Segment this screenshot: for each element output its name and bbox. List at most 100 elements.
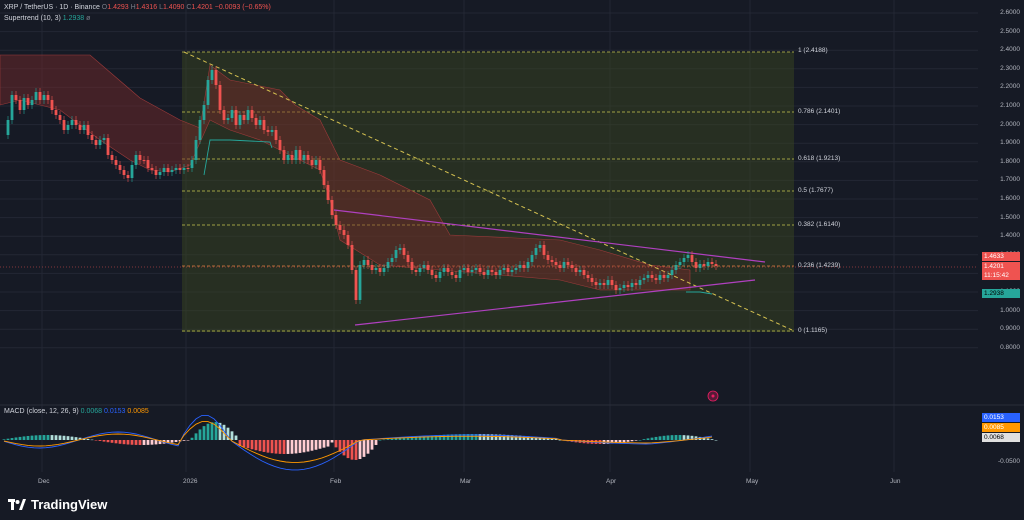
- candle-body: [42, 95, 46, 100]
- price-axis-tick: 0.9000: [1000, 325, 1020, 333]
- price-axis-tick: 2.0000: [1000, 120, 1020, 128]
- macd-histogram-bar: [534, 436, 538, 440]
- macd-histogram-bar: [22, 436, 26, 440]
- macd-histogram-bar: [242, 440, 246, 448]
- macd-histogram-bar: [174, 440, 178, 443]
- macd-histogram-bar: [666, 435, 670, 440]
- candle-body: [266, 130, 270, 132]
- supertrend-label[interactable]: Supertrend (10, 3): [4, 15, 61, 22]
- macd-histogram-bar: [474, 434, 478, 440]
- candle-body: [610, 280, 614, 285]
- macd-histogram-bar: [542, 437, 546, 440]
- macd-histogram-bar: [34, 435, 38, 440]
- macd-histogram-bar: [206, 423, 210, 440]
- macd-histogram-bar: [502, 434, 506, 440]
- macd-histogram-bar: [442, 434, 446, 440]
- candle-body: [142, 160, 146, 161]
- supertrend-legend[interactable]: Supertrend (10, 3) 1.2938 ø: [4, 15, 90, 22]
- candle-body: [226, 118, 230, 120]
- candle-body: [162, 168, 166, 172]
- macd-histogram-bar: [450, 434, 454, 440]
- macd-histogram-bar: [686, 435, 690, 440]
- macd-histogram-bar: [510, 435, 514, 440]
- macd-label[interactable]: MACD (close, 12, 26, 9): [4, 408, 79, 415]
- candle-body: [330, 200, 334, 215]
- macd-histogram-bar: [514, 435, 518, 440]
- alert-icon[interactable]: [707, 390, 719, 402]
- candle-body: [350, 245, 354, 270]
- candle-body: [678, 262, 682, 265]
- macd-histogram-bar: [374, 440, 378, 445]
- macd-histogram-bar: [614, 440, 618, 444]
- candle-body: [114, 160, 118, 165]
- symbol-title[interactable]: XRP / TetherUS · 1D · Binance: [4, 4, 100, 11]
- candle-body: [702, 264, 706, 266]
- candle-body: [238, 115, 242, 125]
- macd-histogram-bar: [294, 440, 298, 454]
- symbol-legend[interactable]: XRP / TetherUS · 1D · Binance O1.4293 H1…: [4, 4, 271, 11]
- candle-body: [318, 160, 322, 170]
- macd-histogram-bar: [538, 437, 542, 440]
- candle-body: [342, 230, 346, 235]
- candle-body: [586, 275, 590, 278]
- candle-body: [78, 125, 82, 130]
- candle-body: [154, 170, 158, 175]
- candle-body: [322, 170, 326, 185]
- last-price-badge: 1.4201: [982, 262, 1020, 271]
- macd-histogram-bar: [334, 440, 338, 448]
- macd-histogram-bar: [106, 440, 110, 443]
- price-axis-tick: 1.4000: [1000, 232, 1020, 240]
- supertrend-value: 1.2938: [62, 15, 85, 22]
- macd-histogram-bar: [414, 436, 418, 440]
- macd-histogram-bar: [254, 440, 258, 451]
- candle-body: [526, 262, 530, 268]
- candle-body: [602, 283, 606, 285]
- candle-body: [354, 270, 358, 300]
- candle-body: [294, 150, 298, 160]
- macd-histogram-bar: [182, 440, 186, 441]
- macd-histogram-bar: [138, 440, 142, 445]
- candle-body: [494, 272, 498, 275]
- macd-histogram-bar: [118, 440, 122, 444]
- fib-retracement-zone[interactable]: [182, 52, 794, 332]
- candle-body: [310, 160, 314, 165]
- candle-body: [82, 125, 86, 130]
- macd-histogram-bar: [166, 440, 170, 444]
- candle-body: [442, 268, 446, 272]
- macd-histogram-bar: [66, 436, 70, 440]
- candle-body: [138, 155, 142, 160]
- macd-histogram-bar: [126, 440, 130, 445]
- macd-histogram-bar: [218, 422, 222, 440]
- high-label: H: [130, 4, 136, 11]
- candle-body: [386, 262, 390, 268]
- macd-histogram-bar: [354, 440, 358, 460]
- macd-histogram-bar: [142, 440, 146, 445]
- candle-body: [274, 130, 278, 140]
- macd-histogram-bar: [410, 436, 414, 440]
- macd-histogram-bar: [230, 431, 234, 440]
- macd-histogram-bar: [550, 438, 554, 440]
- macd-legend[interactable]: MACD (close, 12, 26, 9) 0.0068 0.0153 0.…: [4, 408, 149, 415]
- tradingview-icon: [8, 499, 26, 510]
- macd-histogram-bar: [622, 440, 626, 443]
- candle-body: [438, 272, 442, 278]
- macd-badge-blue: 0.0153: [982, 413, 1020, 422]
- candle-body: [234, 110, 238, 125]
- macd-histogram-bar: [646, 438, 650, 440]
- candle-body: [54, 110, 58, 115]
- signal-line: [3, 421, 713, 463]
- macd-histogram-bar: [170, 440, 174, 443]
- macd-histogram-bar: [222, 424, 226, 440]
- candle-body: [706, 262, 710, 266]
- candle-body: [14, 95, 18, 100]
- candle-body: [314, 160, 318, 165]
- candle-body: [38, 92, 42, 100]
- supertrend-uptrend-line: [203, 139, 273, 176]
- candle-body: [474, 268, 478, 270]
- candle-body: [502, 268, 506, 270]
- macd-histogram-bar: [422, 435, 426, 440]
- close-value: 1.4201: [191, 4, 213, 11]
- candle-body: [534, 248, 538, 255]
- tradingview-logo[interactable]: TradingView: [8, 497, 107, 512]
